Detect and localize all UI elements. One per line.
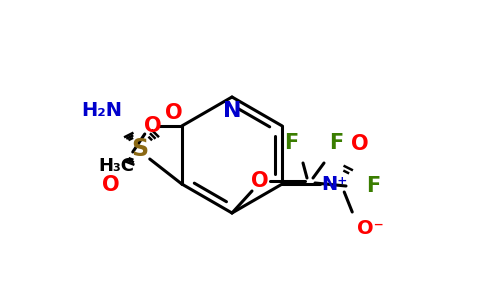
Text: F: F <box>366 176 380 196</box>
Text: N: N <box>223 101 241 121</box>
Text: O: O <box>251 171 269 191</box>
Text: F: F <box>284 133 298 153</box>
Text: H₂N: H₂N <box>81 101 122 121</box>
Text: O: O <box>351 134 369 154</box>
Text: O: O <box>144 116 162 136</box>
Text: O: O <box>165 103 182 123</box>
Text: H₃C: H₃C <box>99 157 135 175</box>
Text: O⁻: O⁻ <box>357 218 384 238</box>
Text: F: F <box>329 133 343 153</box>
Text: N⁺: N⁺ <box>321 175 348 194</box>
Text: O: O <box>102 175 120 195</box>
Text: S: S <box>131 137 148 161</box>
